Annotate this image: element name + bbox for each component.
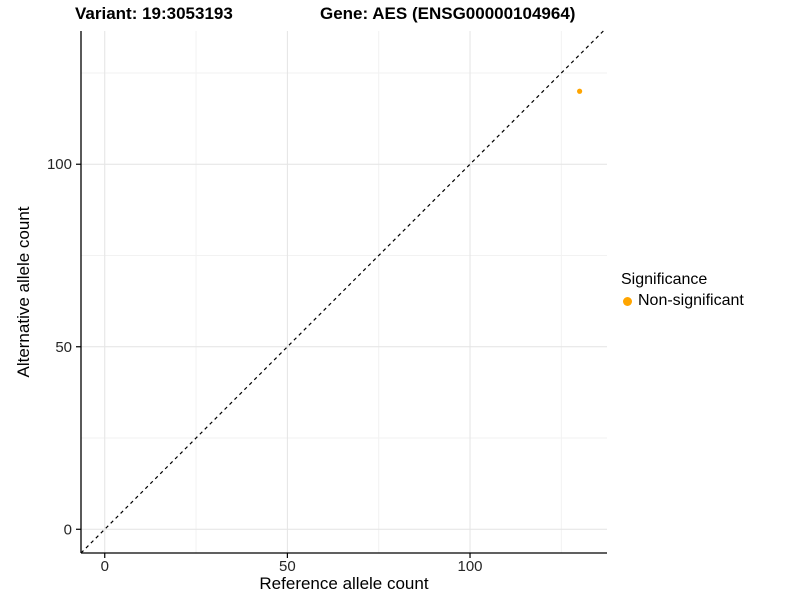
identity-line [80,30,604,554]
y-tick-label: 50 [55,339,72,356]
legend-item: Non-significant [621,292,744,310]
x-axis-label: Reference allele count [259,574,429,593]
legend-point-icon [623,296,632,306]
x-tick-label: 0 [101,558,109,575]
y-tick-label: 100 [47,156,72,173]
x-tick-label: 50 [279,558,296,575]
x-tick-label: 100 [458,558,483,575]
plot-title-gene: Gene: AES (ENSG00000104964) [320,4,576,23]
legend-item-label: Non-significant [638,292,744,309]
plot-title-variant: Variant: 19:3053193 [75,4,233,23]
legend: Significance Non-significant [621,271,744,310]
data-point [577,88,583,94]
y-tick-label: 0 [64,521,72,538]
legend-title: Significance [621,271,708,288]
y-axis-label: Alternative allele count [14,206,33,378]
